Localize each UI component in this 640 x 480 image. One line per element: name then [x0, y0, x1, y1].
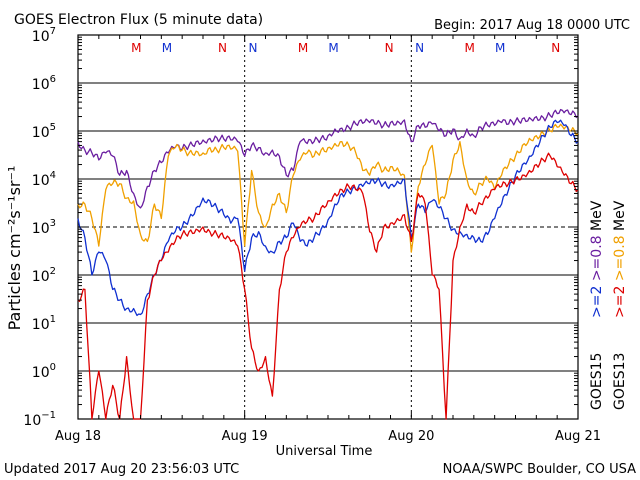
plot-frame: [77, 34, 579, 420]
day-separators: [244, 35, 412, 419]
marker-letter: M: [495, 41, 505, 55]
x-tick-label: Aug 21: [555, 429, 601, 444]
x-tick-labels: Aug 18 Aug 19 Aug 20 Aug 21: [55, 429, 601, 444]
legend-entries: >=2 >=0.8 MeV: [589, 200, 605, 318]
marker-letter: N: [415, 41, 424, 55]
y-tick-label: 105: [32, 122, 56, 141]
legend-satellite: GOES15: [589, 353, 605, 410]
y-tick-label: 106: [32, 74, 56, 93]
legend-satellite: GOES13: [612, 353, 628, 410]
y-tick-label: 101: [32, 314, 56, 333]
begin-time: Begin: 2017 Aug 18 0000 UTC: [434, 18, 630, 33]
x-tick-label: Aug 20: [388, 429, 434, 444]
x-tick-label: Aug 19: [222, 429, 268, 444]
series-line: [77, 108, 579, 209]
y-tick-label: 103: [32, 218, 56, 237]
marker-letter: M: [298, 41, 308, 55]
x-axis-label: Universal Time: [276, 444, 373, 459]
marker-letter: N: [218, 41, 227, 55]
marker-letter: N: [551, 41, 560, 55]
chart-title: GOES Electron Flux (5 minute data): [14, 12, 263, 28]
x-tick-label: Aug 18: [55, 429, 101, 444]
y-tick-label: 10−1: [23, 410, 56, 429]
legend-entries: >=2 >=0.8 MeV: [612, 200, 628, 318]
marker-letter: M: [131, 41, 141, 55]
y-tick-label: 104: [32, 170, 56, 189]
series-line: [77, 152, 579, 420]
gridlines: [78, 82, 578, 372]
y-tick-label: 107: [32, 26, 56, 45]
marker-letter: M: [464, 41, 474, 55]
plot-area: [77, 34, 579, 420]
marker-letter: N: [385, 41, 394, 55]
marker-letter: M: [328, 41, 338, 55]
series-lines: [77, 108, 579, 420]
updated-timestamp: Updated 2017 Aug 20 23:56:03 UTC: [4, 462, 239, 477]
credit-line: NOAA/SWPC Boulder, CO USA: [443, 462, 636, 477]
y-tick-labels: 10−1 100 101 102 103 104 105 106 107: [23, 26, 56, 429]
marker-letter: N: [249, 41, 258, 55]
marker-letter: M: [162, 41, 172, 55]
axis-ticks: [77, 35, 579, 420]
y-axis-label: Particles cm⁻²s⁻¹sr⁻¹: [5, 166, 24, 331]
y-tick-label: 100: [32, 362, 56, 381]
y-tick-label: 102: [32, 266, 56, 285]
legend: GOES15 >=2 >=0.8 MeV GOES13 >=2 >=0.8 MeV: [589, 200, 628, 410]
